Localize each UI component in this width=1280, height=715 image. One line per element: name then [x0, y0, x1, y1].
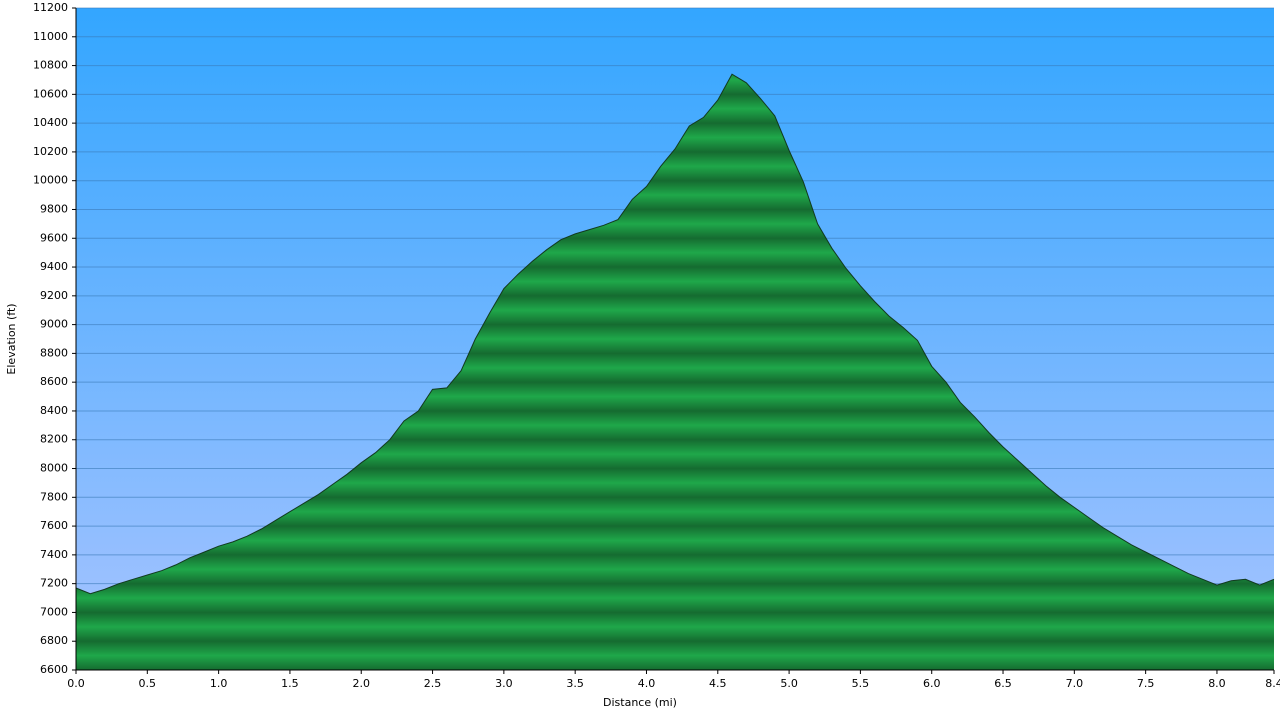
x-tick-label: 1.5 [281, 677, 299, 690]
x-axis-label: Distance (mi) [603, 696, 677, 709]
y-tick-label: 11200 [33, 1, 68, 14]
y-tick-label: 10000 [33, 174, 68, 187]
x-tick-label: 0.0 [67, 677, 85, 690]
y-tick-label: 7200 [40, 577, 68, 590]
y-tick-label: 7800 [40, 490, 68, 503]
x-tick-label: 1.0 [210, 677, 228, 690]
y-tick-label: 9800 [40, 202, 68, 215]
y-tick-label: 11000 [33, 30, 68, 43]
x-tick-label: 3.0 [495, 677, 513, 690]
y-tick-label: 8800 [40, 346, 68, 359]
x-tick-label: 7.0 [1066, 677, 1084, 690]
x-tick-label: 5.0 [780, 677, 798, 690]
x-tick-label: 5.5 [852, 677, 870, 690]
x-tick-label: 6.0 [923, 677, 941, 690]
y-tick-label: 7000 [40, 605, 68, 618]
y-tick-label: 10800 [33, 59, 68, 72]
y-tick-label: 8000 [40, 462, 68, 475]
x-tick-label: 8.0 [1208, 677, 1226, 690]
y-axis-label: Elevation (ft) [5, 303, 18, 374]
y-tick-label: 7400 [40, 548, 68, 561]
y-tick-label: 8400 [40, 404, 68, 417]
x-tick-label: 2.5 [424, 677, 442, 690]
x-tick-label: 4.0 [638, 677, 656, 690]
y-tick-label: 9200 [40, 289, 68, 302]
y-tick-label: 10600 [33, 87, 68, 100]
x-tick-label: 2.0 [352, 677, 370, 690]
y-tick-label: 9600 [40, 231, 68, 244]
x-tick-label: 3.5 [566, 677, 584, 690]
x-tick-label: 7.5 [1137, 677, 1155, 690]
area-fill [76, 74, 1274, 670]
elevation-line [75, 73, 1275, 595]
y-tick-label: 8200 [40, 433, 68, 446]
y-tick-label: 6800 [40, 634, 68, 647]
x-tick-label: 8.4 [1265, 677, 1280, 690]
x-tick-label: 0.5 [139, 677, 157, 690]
y-tick-label: 9400 [40, 260, 68, 273]
y-tick-label: 9000 [40, 318, 68, 331]
y-tick-label: 6600 [40, 663, 68, 676]
x-tick-label: 4.5 [709, 677, 727, 690]
y-tick-label: 10200 [33, 145, 68, 158]
x-tick-label: 6.5 [994, 677, 1012, 690]
y-tick-label: 8600 [40, 375, 68, 388]
y-tick-label: 7600 [40, 519, 68, 532]
y-tick-label: 10400 [33, 116, 68, 129]
